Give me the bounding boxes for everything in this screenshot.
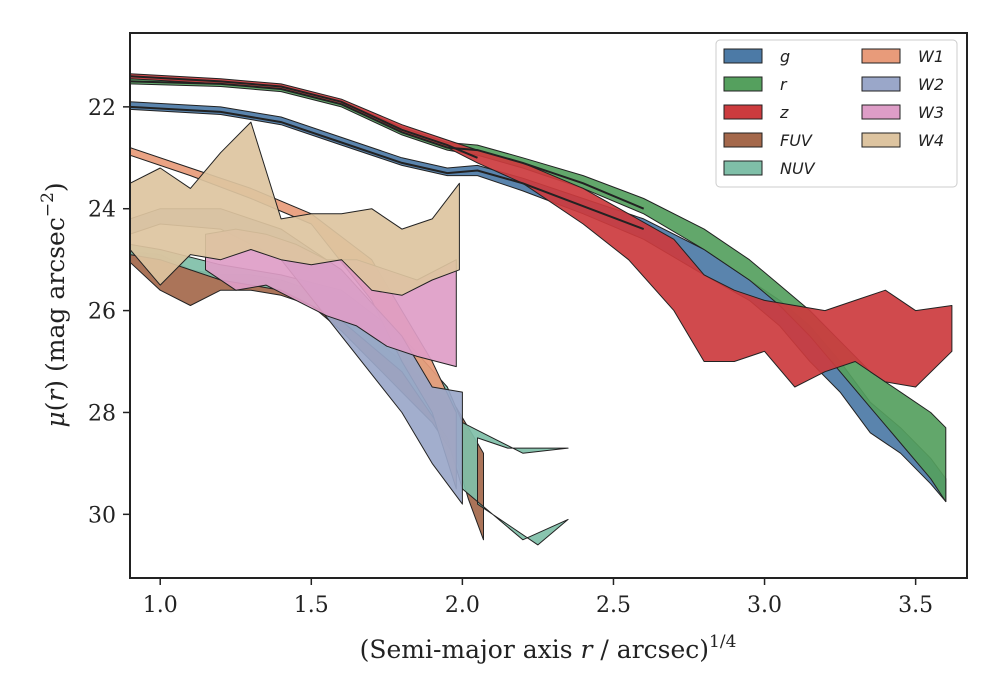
- profile-line-g-profile: [130, 105, 645, 231]
- plot-frame: [129, 32, 968, 579]
- series-band-w4: [130, 121, 460, 296]
- profile-line-r-profile: [130, 80, 645, 210]
- x-axis-label: (Semi-major axis r / arcsec)1/4: [360, 632, 737, 664]
- legend-swatch-w4: [861, 132, 901, 148]
- y-tick-label: 28: [88, 401, 116, 426]
- legend-label-z: z: [779, 103, 789, 122]
- y-tick-label: 30: [88, 503, 116, 528]
- legend-swatch-w3: [861, 104, 901, 120]
- x-tick-label: 2.0: [445, 593, 480, 618]
- x-tick-label: 1.0: [143, 593, 178, 618]
- y-tick-label: 22: [88, 96, 116, 121]
- legend-label-nuv: NUV: [780, 159, 816, 178]
- x-tick-label: 2.5: [596, 593, 631, 618]
- x-tick-label: 3.5: [898, 593, 933, 618]
- legend-swatch-r: [723, 76, 763, 92]
- profile-line-z-profile: [130, 75, 478, 159]
- legend-swatch-z: [723, 104, 763, 120]
- y-tick-label: 24: [88, 198, 116, 223]
- legend-label-w4: W4: [918, 131, 944, 150]
- legend-label-w1: W1: [918, 47, 944, 66]
- y-tick-label: 26: [88, 300, 116, 325]
- legend-label-fuv: FUV: [780, 131, 813, 150]
- x-tick-label: 3.0: [747, 593, 782, 618]
- legend-swatch-w2: [861, 76, 901, 92]
- legend-label-w2: W2: [918, 75, 944, 94]
- legend-swatch-g: [723, 48, 763, 64]
- x-axis: 1.0 1.5 2.0 2.5 3.0 3.5: [143, 578, 933, 618]
- y-axis-label: μ(r) (mag arcsec−2): [38, 182, 70, 427]
- legend-swatch-fuv: [723, 132, 763, 148]
- series-layer: [130, 73, 953, 546]
- legend-label-r: r: [780, 75, 788, 94]
- legend-swatch-w1: [861, 48, 901, 64]
- legend-swatch-nuv: [723, 160, 763, 176]
- legend-label-g: g: [780, 47, 790, 66]
- legend: grz FUV NUV W1 W2 W3 W4: [715, 39, 958, 188]
- legend-label-w3: W3: [918, 103, 944, 122]
- profile-line-layer: [130, 75, 645, 231]
- y-axis: 22 24 26 28 30: [88, 96, 130, 528]
- x-tick-label: 1.5: [294, 593, 329, 618]
